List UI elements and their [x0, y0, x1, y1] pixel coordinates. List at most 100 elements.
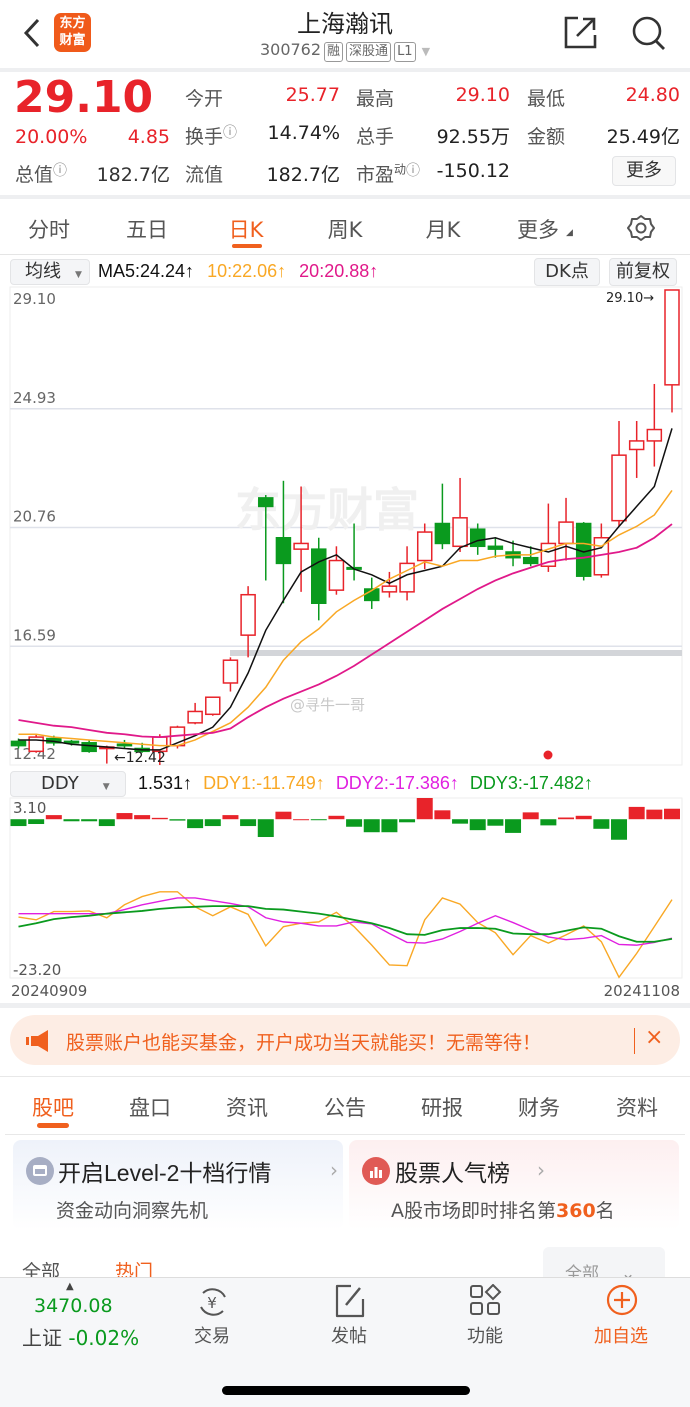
quote-label: 市盈动ⓘ [356, 160, 420, 187]
candle-body [293, 542, 309, 550]
search-button[interactable] [630, 14, 668, 56]
news-tab[interactable]: 公告 [324, 1096, 366, 1120]
user-watermark: @寻牛一哥 [290, 696, 365, 714]
ddy-bar [505, 819, 522, 833]
ddy-chart[interactable]: 3.10 -23.20 20240909 20241108 [0, 797, 690, 1003]
candle-body [311, 548, 327, 604]
banner-text[interactable]: 股票账户也能买基金，开户成功当天就能买！无需等待！ [66, 1032, 542, 1054]
ddy-bar [63, 819, 80, 822]
candle-body [187, 710, 203, 724]
ddy-bar [169, 819, 186, 821]
plot-frame [9, 797, 683, 979]
candle [293, 486, 309, 592]
promo-banner[interactable] [10, 1015, 680, 1065]
megaphone-icon [26, 1030, 48, 1052]
ddy-bar [310, 819, 327, 821]
signal-dot [543, 750, 553, 760]
info-icon[interactable]: ⓘ [223, 125, 238, 141]
y-tick-label: 3.10 [13, 799, 46, 817]
banner-close-button[interactable]: × [645, 1025, 664, 1050]
grid-apps-icon [470, 1284, 502, 1315]
label-text: 今开 [185, 88, 224, 110]
level-tag: L1 [394, 42, 416, 62]
index-value[interactable]: 3470.08 [34, 1295, 113, 1317]
news-tab[interactable]: 盘口 [129, 1096, 171, 1120]
news-tab[interactable]: 资料 [616, 1096, 658, 1120]
share-button[interactable] [562, 14, 598, 54]
candlestick-chart[interactable]: 29.10 24.93 20.76 16.59 12.42 东方财富 @寻牛一哥 29.10→… [0, 286, 690, 770]
y-tick-label: 29.10 [13, 290, 56, 308]
subtitle-text: A股市场即时排名第 [391, 1200, 556, 1222]
period-tab[interactable]: 日K [228, 218, 264, 242]
candle [311, 537, 327, 621]
candle-body [222, 659, 239, 684]
nav-functions[interactable]: 功能 [467, 1326, 503, 1347]
info-icon[interactable]: ⓘ [53, 163, 68, 179]
news-tab[interactable]: 股吧 [32, 1096, 74, 1120]
total-cap-label[interactable]: 总值ⓘ [15, 160, 67, 187]
quote-label: 总手 [356, 122, 394, 149]
nav-post[interactable]: 发帖 [331, 1326, 367, 1347]
index-change: -0.02% [68, 1326, 140, 1350]
level2-card-title: 开启Level-2十档行情 [58, 1160, 272, 1186]
back-button[interactable] [18, 14, 48, 52]
index-quote[interactable]: 上证 -0.02% [22, 1322, 139, 1351]
divider [0, 1003, 690, 1008]
period-tab[interactable]: 更多 [517, 218, 559, 242]
info-icon[interactable]: ⓘ [406, 163, 421, 179]
news-tab[interactable]: 研报 [421, 1096, 463, 1120]
candle [28, 734, 44, 753]
label-text: 换手 [185, 126, 224, 148]
period-tab[interactable]: 周K [327, 218, 363, 242]
x-start-date: 20240909 [11, 982, 87, 1000]
label-text: 最高 [356, 88, 395, 110]
candle-body [205, 696, 221, 716]
period-tab[interactable]: 五日 [126, 218, 168, 242]
stock-code-row[interactable]: 300762 融深股通 L1 ▼ [0, 40, 690, 62]
adjust-button[interactable]: 前复权 [609, 258, 677, 286]
max-price-label: 29.10→ [606, 291, 654, 306]
news-tab[interactable]: 财务 [518, 1096, 560, 1120]
stock-code: 300762 [259, 40, 322, 59]
news-tab[interactable]: 资讯 [226, 1096, 268, 1120]
period-tab[interactable]: 分时 [28, 218, 70, 242]
level2-card[interactable] [13, 1140, 343, 1230]
quote-value: 25.77 [285, 84, 340, 106]
ddy-value: 1.531↑ [138, 773, 193, 793]
home-indicator [222, 1386, 470, 1395]
candle [434, 483, 451, 550]
chevron-right-icon: › [330, 1158, 338, 1182]
candle-body [487, 545, 504, 550]
candle [187, 702, 203, 725]
ma10-line [18, 490, 673, 747]
label-sup: 动 [394, 162, 407, 177]
app-logo: 东方 财富 [54, 13, 91, 52]
ddy-bar [664, 808, 680, 820]
search-icon [632, 16, 665, 50]
settings-button[interactable] [627, 214, 655, 246]
candle-body [10, 740, 27, 747]
last-price: 29.10 [14, 72, 154, 123]
popularity-card[interactable] [349, 1140, 679, 1230]
nav-add-watchlist[interactable]: 加自选 [594, 1326, 648, 1347]
ddy-bar [45, 815, 62, 820]
nav-trade[interactable]: 交易 [194, 1326, 230, 1347]
ddy-bar [558, 817, 575, 820]
sub-indicator-dropdown[interactable]: DDY ▼ [10, 771, 126, 797]
quote-label: 最高 [356, 84, 394, 111]
ddy-legend: 1.531↑ DDY1:-11.749↑ DDY2:-17.386↑ DDY3:… [138, 773, 593, 794]
quote-label: 最低 [527, 84, 565, 111]
candle-body [416, 531, 433, 562]
period-tab[interactable]: 月K [425, 218, 461, 242]
candle-body [434, 522, 451, 545]
candle-body [452, 517, 468, 548]
more-button[interactable]: 更多 [612, 156, 676, 186]
dk-point-button[interactable]: DK点 [534, 258, 600, 286]
ddy1-line [18, 891, 673, 979]
indicator-dropdown[interactable]: 均线 ▼ [10, 259, 90, 285]
gear-icon [627, 215, 655, 241]
stock-name: 上海瀚讯 [297, 10, 393, 38]
quote-value: 92.55万 [436, 126, 510, 148]
x-end-date: 20241108 [604, 982, 680, 1000]
ddy-bar [487, 819, 504, 826]
